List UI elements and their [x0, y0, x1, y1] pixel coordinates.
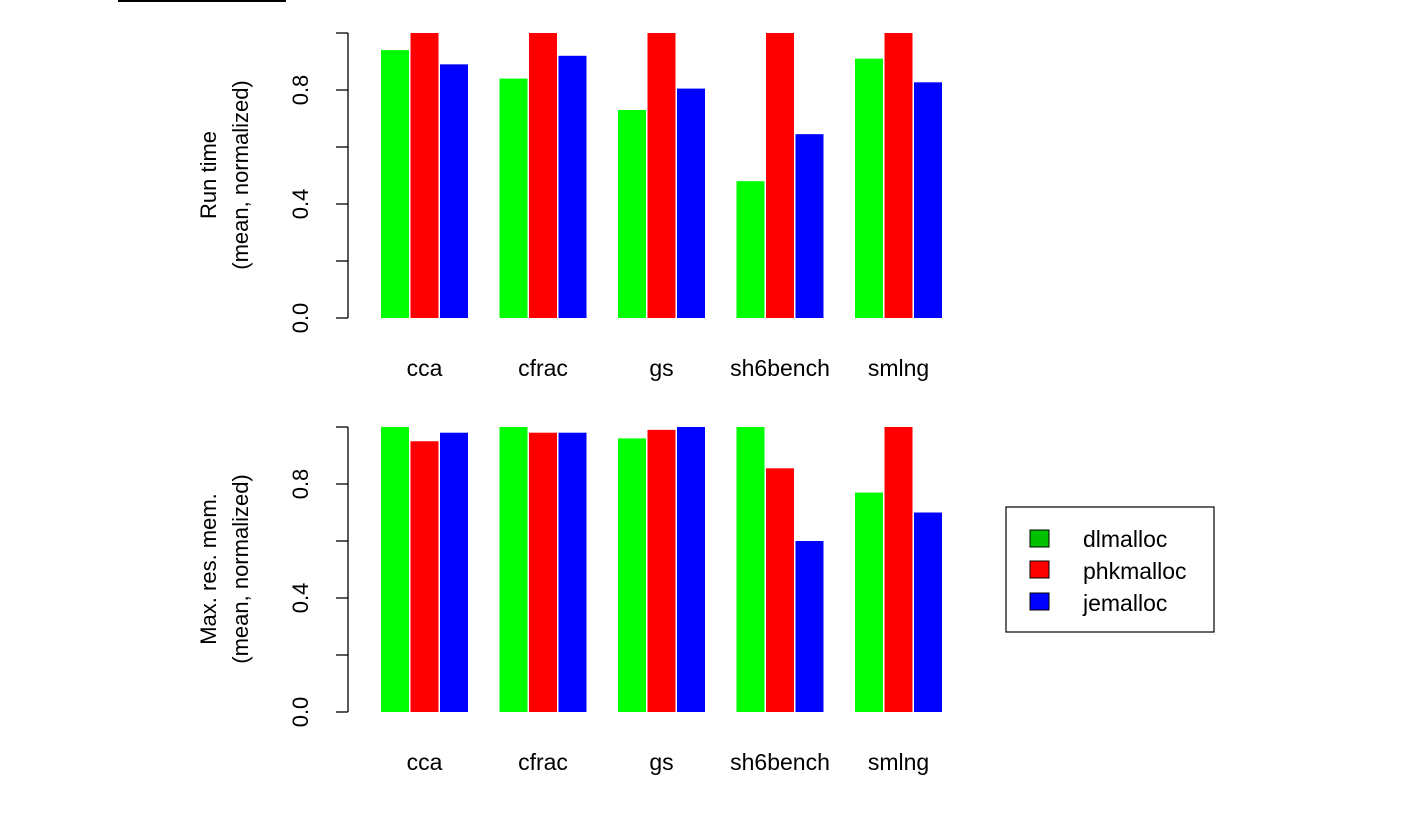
- y-tick-label: 0.0: [288, 697, 313, 728]
- y-tick-label: 0.8: [288, 469, 313, 500]
- bar-jemalloc-cca: [440, 64, 468, 318]
- bar-jemalloc-gs: [677, 88, 705, 318]
- run-time-category-labels: cca cfrac gs sh6bench smlng: [407, 355, 930, 381]
- category-label-sh6bench: sh6bench: [730, 355, 830, 381]
- bar-dlmalloc-sh6bench: [736, 427, 765, 712]
- run-time-y-axis: 0.0 0.4 0.8: [288, 32, 349, 334]
- bar-jemalloc-sh6bench: [795, 541, 824, 712]
- legend-swatch-dlmalloc: [1029, 529, 1050, 548]
- bar-phkmalloc-cca: [410, 441, 439, 712]
- run-time-y-title-line2: (mean, normalized): [228, 80, 253, 270]
- bar-dlmalloc-cfrac: [499, 78, 528, 318]
- bar-phkmalloc-sh6bench: [766, 33, 794, 318]
- memory-bars: [381, 427, 942, 712]
- memory-y-axis: 0.0 0.4 0.8: [288, 426, 349, 728]
- bar-jemalloc-gs: [677, 427, 705, 712]
- memory-panel: 0.0 0.4 0.8 cca cfrac gs sh6bench smlng Max. r…: [196, 426, 942, 775]
- legend-label-jemalloc: jemalloc: [1082, 590, 1167, 616]
- legend-swatch-jemalloc: [1029, 592, 1050, 611]
- bar-dlmalloc-cca: [381, 50, 409, 318]
- category-label-cca: cca: [407, 749, 443, 775]
- bar-phkmalloc-smlng: [884, 427, 913, 712]
- bar-phkmalloc-cfrac: [529, 432, 557, 712]
- bar-phkmalloc-gs: [647, 33, 676, 318]
- category-label-gs: gs: [649, 749, 673, 775]
- bar-phkmalloc-smlng: [884, 33, 913, 318]
- legend-label-dlmalloc: dlmalloc: [1083, 526, 1167, 552]
- bar-dlmalloc-smlng: [855, 492, 883, 712]
- run-time-bars: [381, 33, 942, 319]
- bar-jemalloc-sh6bench: [795, 134, 824, 318]
- category-label-smlng: smlng: [868, 355, 929, 381]
- category-label-cfrac: cfrac: [518, 355, 568, 381]
- bar-dlmalloc-sh6bench: [736, 181, 765, 318]
- memory-category-labels: cca cfrac gs sh6bench smlng: [407, 749, 930, 775]
- bar-dlmalloc-gs: [618, 438, 646, 712]
- bar-phkmalloc-cca: [410, 33, 439, 318]
- bar-jemalloc-cfrac: [558, 55, 587, 319]
- bar-jemalloc-cca: [440, 432, 468, 712]
- legend-label-phkmalloc: phkmalloc: [1083, 558, 1187, 584]
- category-label-sh6bench: sh6bench: [730, 749, 830, 775]
- y-tick-label: 0.8: [288, 75, 313, 106]
- bar-phkmalloc-gs: [647, 429, 676, 712]
- category-label-cfrac: cfrac: [518, 749, 568, 775]
- category-label-gs: gs: [649, 355, 673, 381]
- bar-jemalloc-cfrac: [558, 432, 587, 712]
- category-label-cca: cca: [407, 355, 443, 381]
- legend: dlmalloc phkmalloc jemalloc: [1005, 506, 1215, 633]
- y-tick-label: 0.0: [288, 303, 313, 334]
- bar-phkmalloc-sh6bench: [766, 468, 794, 712]
- category-label-smlng: smlng: [868, 749, 929, 775]
- run-time-panel: 0.0 0.4 0.8 cca cfrac gs sh6bench smlng Run ti…: [196, 32, 942, 381]
- bar-dlmalloc-cca: [381, 427, 409, 712]
- legend-swatch-phkmalloc: [1029, 560, 1050, 579]
- run-time-y-title-line1: Run time: [196, 131, 221, 219]
- bar-dlmalloc-gs: [618, 109, 646, 318]
- y-tick-label: 0.4: [288, 583, 313, 614]
- bar-jemalloc-smlng: [914, 82, 942, 319]
- memory-y-title-line1: Max. res. mem.: [196, 493, 221, 645]
- y-tick-label: 0.4: [288, 189, 313, 220]
- bar-dlmalloc-smlng: [855, 58, 883, 319]
- bar-jemalloc-smlng: [914, 512, 942, 712]
- bar-phkmalloc-cfrac: [529, 33, 557, 318]
- bar-dlmalloc-cfrac: [499, 427, 528, 712]
- memory-y-title-line2: (mean, normalized): [228, 474, 253, 664]
